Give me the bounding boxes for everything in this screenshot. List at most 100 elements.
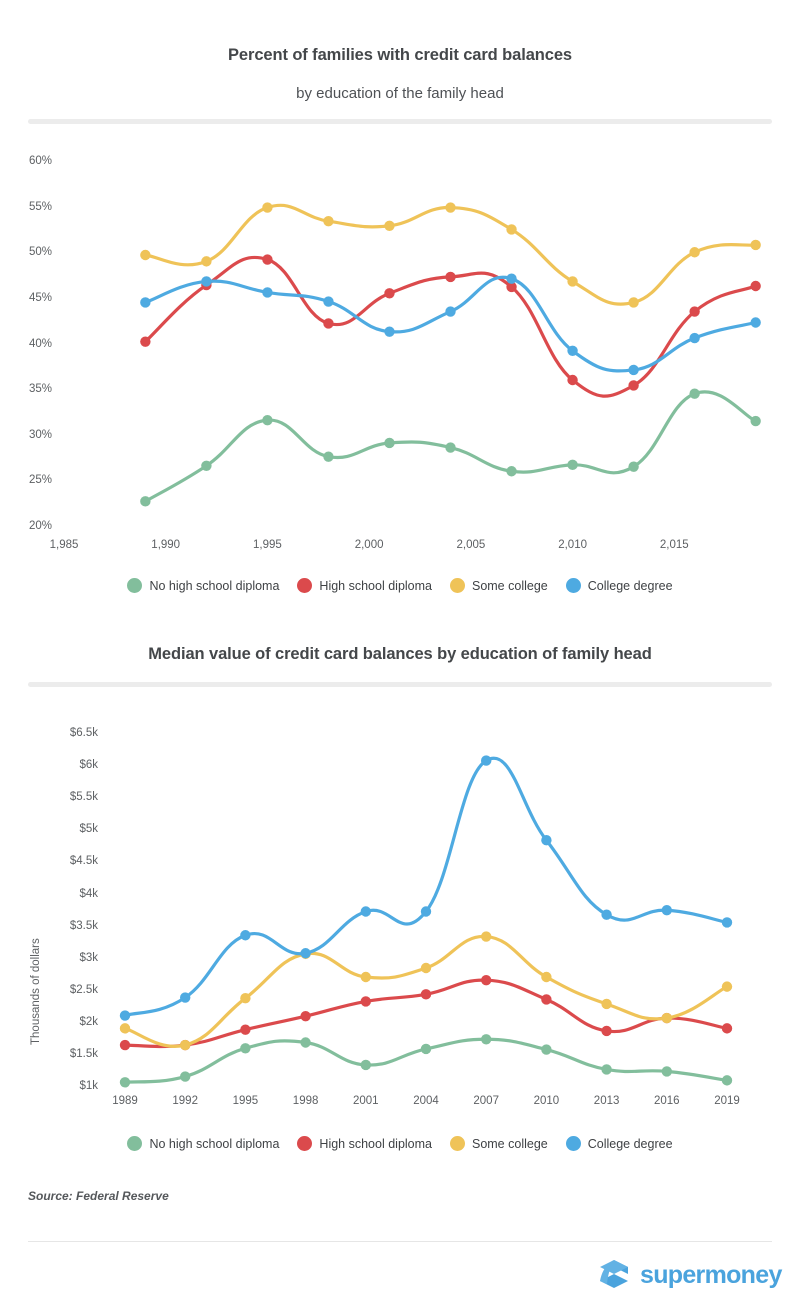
data-point[interactable] <box>420 962 432 974</box>
data-point[interactable] <box>750 280 761 292</box>
data-point[interactable] <box>541 971 552 983</box>
data-point[interactable] <box>140 249 151 261</box>
data-point[interactable] <box>140 336 151 347</box>
data-point[interactable] <box>506 281 517 293</box>
data-point[interactable] <box>506 466 517 477</box>
x-tick-label: 1992 <box>172 1095 198 1107</box>
data-point[interactable] <box>445 271 456 283</box>
data-point[interactable] <box>119 1077 131 1088</box>
data-point[interactable] <box>567 374 578 386</box>
data-point[interactable] <box>721 1023 733 1034</box>
data-point[interactable] <box>119 1010 131 1021</box>
data-point[interactable] <box>541 994 552 1005</box>
data-point[interactable] <box>506 273 517 284</box>
data-point[interactable] <box>689 388 700 399</box>
data-point[interactable] <box>420 989 432 1000</box>
chart-2-plot: $6.5k $6k $5.5k $5k $4.5k $4k $3.5k $3k $2.5k $2k… <box>0 700 800 1110</box>
data-point[interactable] <box>240 930 251 941</box>
data-point[interactable] <box>481 1034 492 1045</box>
data-point[interactable] <box>628 380 639 391</box>
data-point[interactable] <box>601 998 612 1010</box>
data-point[interactable] <box>262 202 273 213</box>
brand-name: supermoney <box>640 1260 782 1289</box>
data-point[interactable] <box>262 287 273 298</box>
x-tick-label: 2016 <box>654 1095 680 1107</box>
data-point[interactable] <box>360 1059 371 1071</box>
data-point[interactable] <box>262 254 273 265</box>
data-point[interactable] <box>201 460 212 471</box>
data-point[interactable] <box>721 917 733 928</box>
data-point[interactable] <box>201 256 212 267</box>
data-point[interactable] <box>140 297 151 308</box>
x-tick-label: 2,015 <box>659 539 689 551</box>
data-point[interactable] <box>323 318 334 329</box>
data-point[interactable] <box>567 459 578 471</box>
data-point[interactable] <box>262 414 273 426</box>
data-point[interactable] <box>567 345 578 356</box>
data-point[interactable] <box>689 247 700 258</box>
data-point[interactable] <box>300 948 311 959</box>
data-point[interactable] <box>628 364 639 376</box>
data-point[interactable] <box>180 1071 191 1082</box>
data-point[interactable] <box>661 1012 672 1024</box>
data-point[interactable] <box>445 442 456 453</box>
data-point[interactable] <box>481 931 492 942</box>
data-point[interactable] <box>689 332 700 344</box>
data-point[interactable] <box>323 216 334 227</box>
data-point[interactable] <box>323 296 334 307</box>
legend-item-0[interactable]: No high school diploma <box>127 578 279 593</box>
legend-item-1[interactable]: High school diploma <box>297 578 432 593</box>
data-point[interactable] <box>601 909 612 920</box>
data-point[interactable] <box>601 1025 612 1037</box>
data-point[interactable] <box>721 981 733 992</box>
data-point[interactable] <box>240 1024 251 1035</box>
data-point[interactable] <box>360 906 371 917</box>
data-point[interactable] <box>420 906 432 917</box>
data-point[interactable] <box>119 1039 131 1051</box>
data-point[interactable] <box>628 461 639 472</box>
legend-item-0[interactable]: No high school diploma <box>127 1136 279 1151</box>
data-point[interactable] <box>180 992 191 1003</box>
data-point[interactable] <box>445 202 456 213</box>
legend-item-3[interactable]: College degree <box>565 578 673 593</box>
data-point[interactable] <box>689 306 700 317</box>
data-point[interactable] <box>201 276 212 287</box>
data-point[interactable] <box>360 996 371 1007</box>
legend-swatch-icon <box>565 578 581 593</box>
data-point[interactable] <box>384 288 395 299</box>
legend-item-2[interactable]: Some college <box>449 1136 548 1151</box>
legend-item-3[interactable]: College degree <box>565 1136 673 1151</box>
data-point[interactable] <box>420 1043 432 1055</box>
data-point[interactable] <box>300 1010 311 1022</box>
data-point[interactable] <box>481 755 492 766</box>
data-point[interactable] <box>300 1037 311 1048</box>
data-point[interactable] <box>481 975 492 986</box>
data-point[interactable] <box>240 992 251 1004</box>
data-point[interactable] <box>601 1064 612 1075</box>
data-point[interactable] <box>384 437 395 449</box>
data-point[interactable] <box>628 297 639 308</box>
data-point[interactable] <box>541 1044 552 1055</box>
data-point[interactable] <box>384 326 395 337</box>
data-point[interactable] <box>119 1023 131 1034</box>
data-point[interactable] <box>445 306 456 317</box>
data-point[interactable] <box>323 451 334 462</box>
data-point[interactable] <box>661 905 672 916</box>
data-point[interactable] <box>384 220 395 231</box>
data-point[interactable] <box>506 224 517 235</box>
data-point[interactable] <box>240 1043 251 1054</box>
legend-item-1[interactable]: High school diploma <box>297 1136 432 1151</box>
legend-item-2[interactable]: Some college <box>449 578 548 593</box>
chart-2-y-axis-title: Thousands of dollars <box>30 938 42 1045</box>
brand-logo[interactable]: supermoney <box>598 1258 782 1292</box>
data-point[interactable] <box>750 239 761 251</box>
data-point[interactable] <box>661 1066 672 1077</box>
data-point[interactable] <box>360 971 371 983</box>
data-point[interactable] <box>750 317 761 328</box>
data-point[interactable] <box>750 415 761 427</box>
data-point[interactable] <box>567 276 578 287</box>
data-point[interactable] <box>541 835 552 846</box>
data-point[interactable] <box>721 1075 733 1086</box>
data-point[interactable] <box>140 496 151 507</box>
data-point[interactable] <box>180 1039 191 1051</box>
